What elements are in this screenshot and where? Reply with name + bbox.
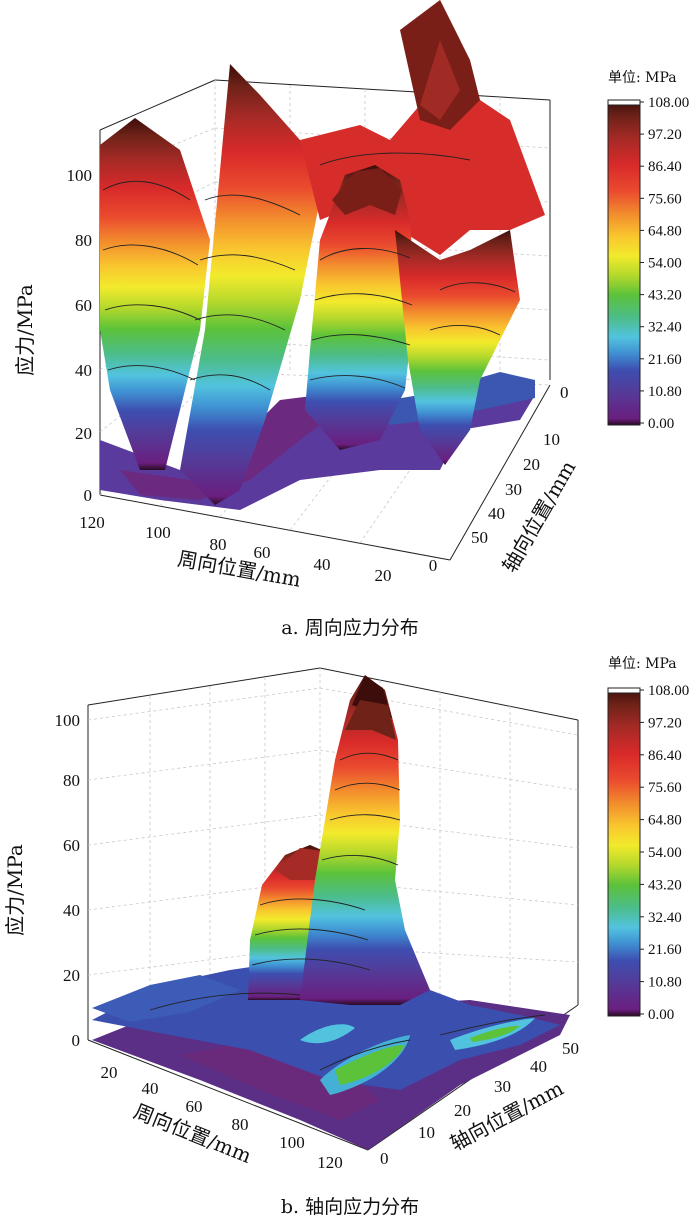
z-axis-title: 应力/MPa bbox=[3, 844, 27, 936]
colorbar-tick: 75.60 bbox=[648, 780, 682, 796]
y-axis-title: 轴向位置/mm bbox=[497, 456, 580, 576]
z-tick: 100 bbox=[67, 166, 93, 185]
y-tick: 50 bbox=[471, 528, 488, 547]
colorbar-gradient bbox=[607, 99, 641, 426]
y-tick: 10 bbox=[543, 430, 560, 449]
y-tick: 40 bbox=[488, 504, 505, 523]
y-tick: 10 bbox=[418, 1123, 435, 1142]
x-tick: 80 bbox=[210, 535, 227, 554]
colorbar-gradient bbox=[607, 687, 641, 1017]
colorbar-a: 单位: MPa 108.00 97.20 86.40 75.60 64.80 54.00 4… bbox=[607, 70, 689, 432]
x-tick: 20 bbox=[101, 1063, 118, 1082]
colorbar-unit: 单位: MPa bbox=[608, 656, 677, 672]
colorbar-tick: 10.80 bbox=[648, 384, 682, 400]
colorbar-tick: 97.20 bbox=[648, 715, 682, 731]
colorbar-unit: 单位: MPa bbox=[608, 70, 677, 86]
z-axis-title: 应力/MPa bbox=[13, 284, 37, 376]
panel-a: 0 20 40 60 80 100 应力/MPa 120 100 80 60 4… bbox=[13, 0, 689, 639]
y-tick: 20 bbox=[523, 455, 540, 474]
colorbar-tick: 0.00 bbox=[648, 1007, 674, 1023]
z-tick: 20 bbox=[75, 424, 92, 443]
caption-a: a. 周向应力分布 bbox=[281, 617, 418, 639]
x-tick: 20 bbox=[375, 566, 392, 585]
colorbar-tick: 32.40 bbox=[648, 910, 682, 926]
y-tick: 30 bbox=[494, 1077, 511, 1096]
colorbar-tick: 32.40 bbox=[648, 320, 682, 336]
caption-b: b. 轴向应力分布 bbox=[281, 1196, 419, 1218]
panel-b: 0 20 40 60 80 100 应力/MPa 20 40 60 80 100… bbox=[3, 656, 689, 1218]
colorbar-tick: 64.80 bbox=[648, 813, 682, 829]
z-tick: 20 bbox=[63, 966, 80, 985]
y-tick: 40 bbox=[530, 1057, 547, 1076]
x-tick: 0 bbox=[429, 556, 438, 575]
colorbar-tick: 75.60 bbox=[648, 191, 682, 207]
x-tick: 60 bbox=[186, 1097, 203, 1116]
surface-b bbox=[92, 675, 570, 1150]
z-tick: 60 bbox=[75, 296, 92, 315]
colorbar-tick: 108.00 bbox=[648, 95, 689, 111]
z-tick: 0 bbox=[72, 1031, 81, 1050]
colorbar-tick: 86.40 bbox=[648, 748, 682, 764]
x-tick: 40 bbox=[142, 1079, 159, 1098]
colorbar-tick: 97.20 bbox=[648, 127, 682, 143]
colorbar-tick: 54.00 bbox=[648, 845, 682, 861]
x-tick: 80 bbox=[232, 1115, 249, 1134]
colorbar-tick: 21.60 bbox=[648, 942, 682, 958]
colorbar-tick: 64.80 bbox=[648, 223, 682, 239]
z-tick: 80 bbox=[75, 231, 92, 250]
z-axis-a: 0 20 40 60 80 100 应力/MPa bbox=[13, 166, 92, 505]
x-tick: 100 bbox=[279, 1133, 305, 1152]
y-tick: 0 bbox=[560, 383, 569, 402]
x-tick: 100 bbox=[145, 523, 171, 542]
colorbar-tick: 0.00 bbox=[648, 416, 674, 432]
x-axis-title: 周向位置/mm bbox=[176, 546, 303, 591]
x-tick: 120 bbox=[317, 1153, 343, 1172]
x-tick: 120 bbox=[79, 513, 105, 532]
colorbar-tick: 43.20 bbox=[648, 877, 682, 893]
z-tick: 100 bbox=[55, 711, 81, 730]
surface-a bbox=[100, 0, 545, 510]
colorbar-tick: 43.20 bbox=[648, 288, 682, 304]
colorbar-tick: 54.00 bbox=[648, 256, 682, 272]
colorbar-tick: 21.60 bbox=[648, 352, 682, 368]
z-tick: 0 bbox=[84, 486, 93, 505]
y-tick: 0 bbox=[380, 1149, 389, 1168]
y-tick: 20 bbox=[454, 1101, 471, 1120]
x-tick: 40 bbox=[314, 555, 331, 574]
z-tick: 60 bbox=[63, 836, 80, 855]
y-tick: 30 bbox=[505, 480, 522, 499]
z-tick: 40 bbox=[63, 901, 80, 920]
z-tick: 40 bbox=[75, 361, 92, 380]
x-tick: 60 bbox=[254, 543, 271, 562]
y-tick: 50 bbox=[562, 1039, 579, 1058]
colorbar-tick: 108.00 bbox=[648, 683, 689, 699]
colorbar-b: 单位: MPa 108.00 97.20 86.40 75.60 64.80 54.00 4… bbox=[607, 656, 689, 1023]
z-tick: 80 bbox=[63, 771, 80, 790]
colorbar-tick: 10.80 bbox=[648, 975, 682, 991]
colorbar-tick: 86.40 bbox=[648, 159, 682, 175]
z-axis-b: 0 20 40 60 80 100 应力/MPa bbox=[3, 711, 80, 1050]
